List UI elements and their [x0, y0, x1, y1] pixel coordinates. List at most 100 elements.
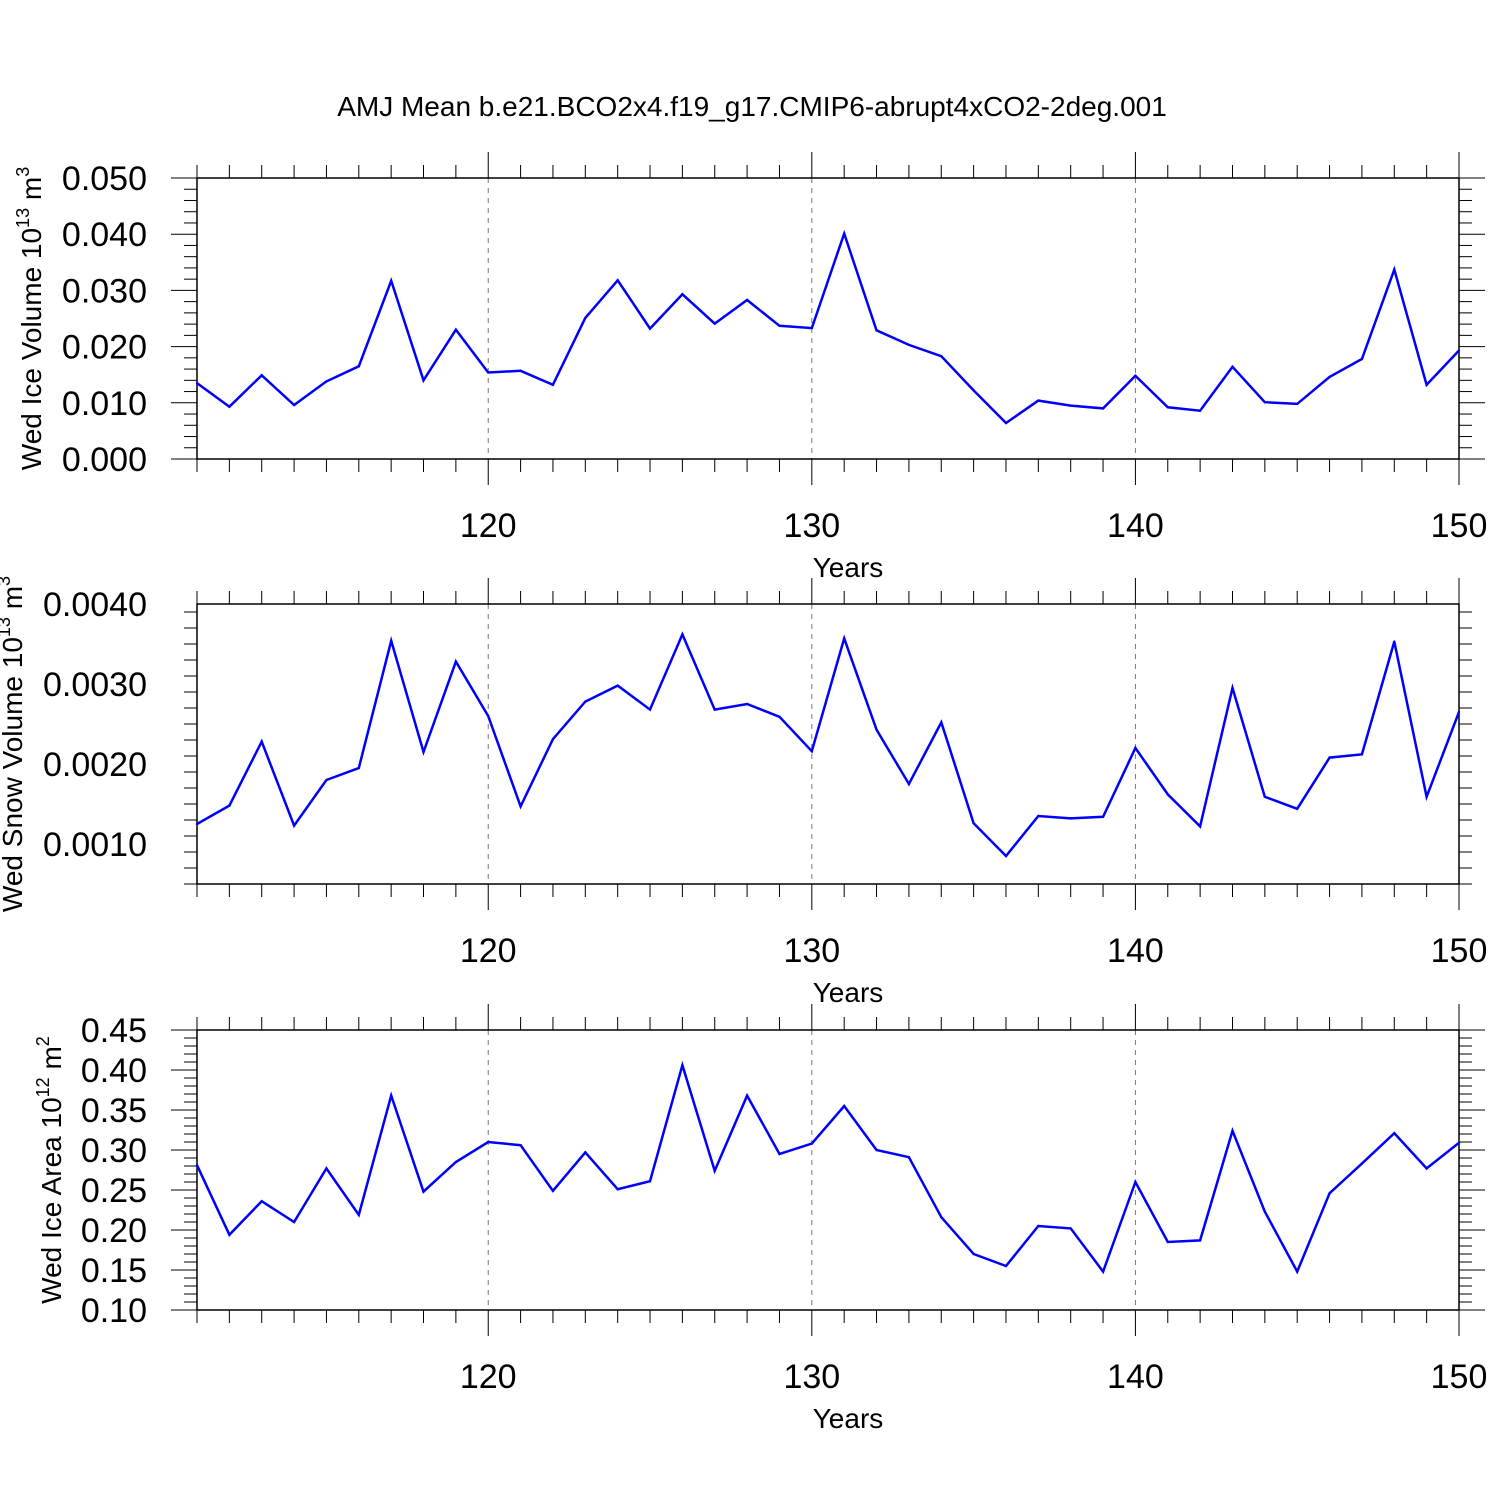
data-point: [1425, 383, 1428, 387]
data-point: [940, 721, 943, 724]
data-point: [422, 379, 425, 382]
data-point: [1069, 817, 1072, 820]
data-point: [454, 328, 458, 331]
data-point: [810, 1142, 814, 1145]
data-point: [681, 633, 684, 636]
data-point: [1328, 375, 1331, 379]
y-title-unit-exponent: 2: [33, 1036, 53, 1046]
y-tick-label: 0.10: [81, 1292, 147, 1330]
data-point: [519, 369, 522, 372]
data-point: [972, 822, 975, 825]
y-tick-label: 0.20: [81, 1212, 147, 1250]
y-tick-label: 0.0010: [43, 826, 147, 864]
data-point: [292, 403, 296, 407]
y-tick-label: 0.030: [62, 272, 147, 310]
data-point: [195, 822, 199, 826]
chart-panel-2: 120 130 140 150 Years 0.0010 0.0020 0.0030 0.004…: [0, 576, 1487, 1008]
data-point: [260, 740, 263, 743]
x-tick-label: 120: [460, 932, 517, 970]
y-title-unit-exponent: 3: [0, 576, 14, 586]
data-point: [875, 728, 878, 731]
data-point: [195, 1164, 199, 1167]
data-point: [1296, 807, 1299, 810]
data-point: [1198, 1239, 1202, 1242]
data-point: [487, 714, 490, 718]
x-tick-label: 130: [783, 507, 840, 545]
series-line: [195, 1060, 1460, 1275]
data-point: [1425, 1167, 1428, 1170]
data-point: [260, 1200, 263, 1203]
data-point: [1360, 753, 1364, 756]
data-point: [292, 1220, 296, 1224]
data-point: [1231, 1129, 1234, 1133]
data-point: [389, 639, 393, 642]
data-point: [325, 1167, 328, 1170]
data-point: [1457, 349, 1461, 352]
data-point: [907, 782, 911, 786]
data-point: [842, 232, 846, 235]
y-tick-label: 0.0030: [43, 666, 147, 704]
data-point: [1134, 374, 1137, 378]
data-point: [1101, 407, 1105, 410]
data-point: [810, 750, 814, 753]
x-tick-label: 150: [1431, 932, 1488, 970]
chart-panel-3: 120 130 140 150 Years 0.100.150.200.250.300.3…: [33, 1004, 1487, 1434]
main-title: AMJ Mean b.e21.BCO2x4.f19_g17.CMIP6-abru…: [337, 91, 1167, 122]
data-point: [616, 279, 619, 282]
y-tick-label: 0.35: [81, 1092, 147, 1130]
data-point: [519, 1144, 522, 1147]
data-point: [1231, 365, 1234, 369]
y-axis-title: Wed Ice Volume 1013 m3: [13, 167, 47, 470]
y-tick-label: 0.020: [62, 329, 147, 367]
y-tick-label: 0.000: [62, 441, 147, 479]
data-point: [745, 298, 749, 302]
data-point: [357, 365, 360, 368]
x-tick-label: 150: [1431, 1358, 1488, 1396]
data-point: [648, 708, 652, 711]
data-point: [551, 383, 555, 387]
data-point: [1004, 1264, 1008, 1268]
x-tick-label: 140: [1107, 1358, 1164, 1396]
y-tick-label: 0.25: [81, 1172, 147, 1210]
data-point: [907, 1156, 911, 1159]
y-title-main: Wed Ice Volume 10: [16, 228, 47, 470]
y-tick-label: 0.0020: [43, 746, 147, 784]
data-point: [1296, 1270, 1299, 1273]
y-tick-label: 0.0040: [43, 586, 147, 624]
data-point: [1393, 1132, 1396, 1135]
data-point: [357, 1213, 360, 1217]
x-tick-label: 130: [783, 932, 840, 970]
data-point: [551, 1189, 555, 1193]
plot-frame: [196, 1029, 1460, 1311]
data-point: [842, 1104, 846, 1108]
data-point: [325, 778, 328, 782]
data-point: [551, 738, 555, 741]
data-point: [1198, 409, 1202, 412]
plot-frame: [196, 603, 1460, 885]
data-point: [1231, 686, 1234, 690]
data-point: [1263, 401, 1267, 404]
data-point: [745, 702, 749, 706]
y-tick-label: 0.050: [62, 160, 147, 198]
data-point: [1393, 640, 1396, 643]
data-point: [1037, 399, 1040, 402]
x-tick-label: 140: [1107, 507, 1164, 545]
y-title-unit: m: [36, 1046, 67, 1077]
data-point: [1198, 825, 1202, 828]
data-point: [1328, 1192, 1331, 1195]
y-tick-label: 0.010: [62, 385, 147, 423]
data-point: [1166, 406, 1169, 409]
data-point: [487, 1140, 490, 1144]
data-point: [1037, 814, 1040, 818]
data-point: [422, 750, 425, 754]
y-title-exponent: 13: [13, 208, 33, 228]
y-axis-title: Wed Ice Area 1012 m2: [33, 1036, 67, 1304]
data-point: [713, 322, 716, 325]
data-point: [940, 1216, 943, 1219]
y-tick-label: 0.40: [81, 1052, 147, 1090]
x-axis-title: Years: [813, 977, 884, 1008]
data-point: [648, 327, 652, 330]
data-point: [778, 1152, 781, 1156]
data-point: [228, 1233, 231, 1237]
data-point: [681, 1064, 684, 1067]
